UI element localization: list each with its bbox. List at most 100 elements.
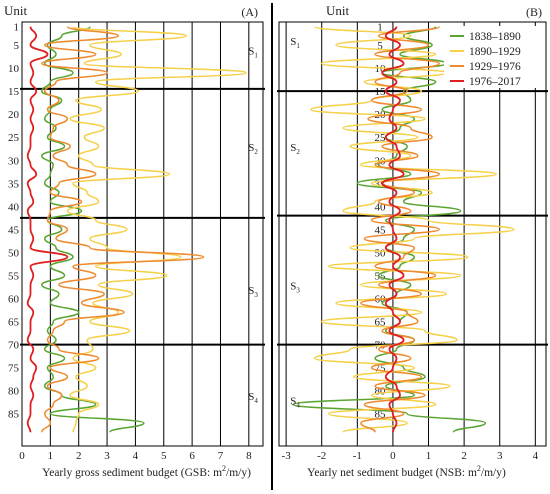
x-tick-label: 0 (390, 450, 396, 462)
chart-panel-a: 0 1 2 3 4 5 6 7 81510152025303540455055606570758… (4, 3, 265, 479)
segment-letter: S (248, 142, 254, 154)
segment-letter: S (248, 391, 254, 403)
y-axis-label: Unit (4, 3, 28, 18)
segment-letter: S (290, 142, 296, 154)
series-line-1 (292, 25, 487, 433)
x-tick-label: 1 (48, 450, 54, 462)
segment-label: S3 (248, 285, 258, 299)
series-line-2 (66, 25, 247, 433)
segment-subscript: 4 (254, 397, 258, 405)
plot-frame (278, 21, 547, 447)
x-axis-label: Yearly net sediment budget (NSB: m2/m/y) (307, 464, 506, 479)
segment-label: S4 (290, 396, 300, 410)
y-tick-label: 30 (8, 155, 20, 167)
segment-subscript: 3 (254, 291, 258, 299)
x-axis-label-tail: /m/y) (481, 467, 506, 479)
segment-subscript: 2 (296, 148, 300, 156)
y-tick-label: 5 (377, 40, 383, 52)
y-tick-label: 65 (8, 317, 20, 329)
y-tick-label: 35 (8, 178, 20, 190)
y-tick-label: 85 (8, 409, 20, 421)
y-tick-label: 45 (375, 224, 387, 236)
x-tick-label: 4 (133, 450, 139, 462)
y-tick-label: 10 (8, 63, 20, 75)
y-tick-label: 75 (8, 363, 20, 375)
segment-label: S2 (290, 142, 300, 156)
y-tick-label: 55 (8, 270, 20, 282)
y-tick-label: 25 (8, 132, 20, 144)
segment-label: S1 (290, 36, 300, 50)
y-tick-label: 25 (375, 132, 387, 144)
segment-label: S2 (248, 142, 258, 156)
segment-subscript: 3 (296, 286, 300, 294)
y-tick-label: 35 (375, 178, 387, 190)
y-tick-label: 85 (375, 409, 387, 421)
legend-entry: 1838–1890 (469, 31, 521, 43)
segment-label: S1 (248, 45, 258, 59)
y-tick-label: 20 (8, 109, 20, 121)
x-tick-label: 8 (246, 450, 252, 462)
y-tick-label: 50 (8, 247, 20, 259)
x-axis-label-main: Yearly gross sediment budget (GSB: m (42, 467, 222, 479)
panel-label: (B) (526, 5, 542, 19)
x-tick-label: 7 (218, 450, 224, 462)
segment-subscript: 1 (254, 51, 258, 59)
legend: 1838–1890 1890–1929 1929–1976 1976–2017 (444, 26, 544, 88)
y-tick-label: 15 (8, 86, 20, 98)
y-tick-label: 1 (14, 22, 20, 34)
y-tick-label: 50 (375, 247, 387, 259)
y-tick-label: 40 (8, 201, 20, 213)
x-tick-label: 2 (76, 450, 82, 462)
series-line-3 (360, 25, 440, 433)
y-tick-label: 75 (375, 363, 387, 375)
y-tick-label: 5 (14, 40, 20, 52)
segment-letter: S (248, 45, 254, 57)
legend-entry: 1890–1929 (469, 46, 521, 58)
series-line-3 (41, 25, 205, 433)
segment-subscript: 4 (296, 402, 300, 410)
plot-frame (21, 21, 264, 447)
x-axis-label: Yearly gross sediment budget (GSB: m2/m/… (42, 464, 251, 479)
x-axis-label-superscript: 2 (477, 464, 481, 473)
chart-panel-b: -3-2-10123415101520253035404550556065707… (277, 3, 548, 479)
y-tick-label: 40 (375, 201, 387, 213)
y-tick-label: 65 (375, 317, 387, 329)
series-line-4 (26, 26, 69, 433)
y-axis-label: Unit (326, 3, 350, 18)
x-tick-label: -3 (282, 450, 292, 462)
legend-entry: 1976–2017 (469, 76, 521, 88)
x-tick-label: 6 (189, 450, 195, 462)
series-line-4 (381, 26, 405, 433)
y-tick-label: 80 (8, 386, 20, 398)
series-line-2 (310, 25, 515, 433)
y-tick-label: 60 (8, 294, 20, 306)
x-tick-label: 4 (533, 450, 539, 462)
segment-letter: S (290, 36, 296, 48)
segment-subscript: 1 (296, 42, 300, 50)
x-tick-label: 2 (461, 450, 467, 462)
x-tick-label: 3 (104, 450, 110, 462)
y-tick-label: 45 (8, 224, 20, 236)
x-tick-label: 3 (497, 450, 503, 462)
segment-label: S3 (290, 280, 300, 294)
y-tick-label: 80 (375, 386, 387, 398)
y-tick-label: 10 (375, 63, 387, 75)
x-axis-label-superscript: 2 (222, 464, 226, 473)
panel-label: (A) (241, 5, 258, 19)
y-tick-label: 1 (377, 22, 383, 34)
x-tick-label: 0 (19, 450, 25, 462)
segment-letter: S (290, 280, 296, 292)
x-axis-label-tail: /m/y) (226, 467, 251, 479)
segment-letter: S (248, 285, 254, 297)
segment-letter: S (290, 396, 296, 408)
x-tick-label: 1 (426, 450, 432, 462)
segment-label: S4 (248, 391, 258, 405)
segment-subscript: 2 (254, 148, 258, 156)
x-tick-label: -2 (317, 450, 326, 462)
legend-entry: 1929–1976 (469, 61, 521, 73)
x-tick-label: -1 (353, 450, 362, 462)
y-tick-label: 70 (8, 340, 20, 352)
x-tick-label: 5 (161, 450, 167, 462)
x-axis-label-main: Yearly net sediment budget (NSB: m (307, 467, 477, 479)
